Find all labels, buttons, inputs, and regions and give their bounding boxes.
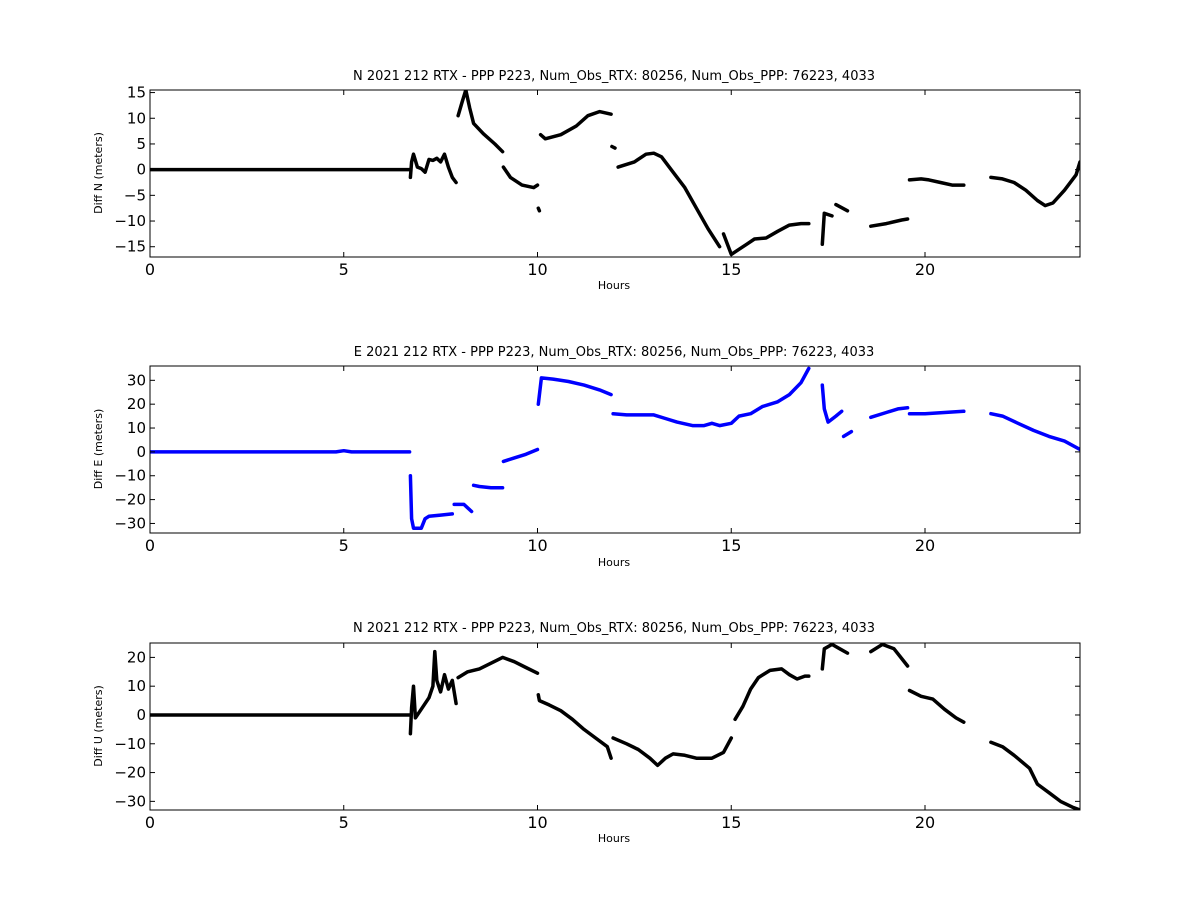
series-line-segment <box>536 206 542 213</box>
x-tick-label: 15 <box>721 813 741 832</box>
y-tick-label: 10 <box>127 677 146 695</box>
y-tick-label: −10 <box>114 212 146 230</box>
x-tick-label: 0 <box>145 813 155 832</box>
axes-frame <box>149 89 1081 258</box>
series-line-segment <box>820 383 844 424</box>
y-tick-label: 10 <box>127 419 146 437</box>
series-line-segment <box>501 447 540 464</box>
y-tick-label: −20 <box>114 764 146 782</box>
x-tick-label: 15 <box>721 260 741 279</box>
series-line-segment <box>471 483 505 490</box>
x-axis-label: Hours <box>598 279 630 292</box>
x-tick-label: 0 <box>145 260 155 279</box>
axes-frame <box>149 642 1081 811</box>
data-area <box>150 366 1080 530</box>
series-line-segment <box>536 376 613 406</box>
x-tick-label: 5 <box>339 536 349 555</box>
series-line-segment <box>611 366 811 428</box>
series-line-segment <box>536 693 613 760</box>
u-difference-panel: N 2021 212 RTX - PPP P223, Num_Obs_RTX: … <box>92 621 1081 845</box>
series-line-segment <box>733 667 811 722</box>
e-difference-panel: E 2021 212 RTX - PPP P223, Num_Obs_RTX: … <box>92 345 1081 569</box>
series-line-segment <box>989 411 1080 452</box>
y-tick-label: 30 <box>127 371 146 389</box>
x-tick-label: 5 <box>339 813 349 832</box>
y-tick-label: 0 <box>136 161 146 179</box>
series-line-segment <box>869 406 910 420</box>
y-tick-label: 0 <box>136 706 146 724</box>
y-tick-label: −10 <box>114 735 146 753</box>
series-line-segment <box>989 740 1080 810</box>
series-line-segment <box>452 502 474 514</box>
y-tick-label: 10 <box>127 109 146 127</box>
series-line-segment <box>834 202 850 213</box>
x-tick-label: 20 <box>915 813 935 832</box>
y-axis-label: Diff E (meters) <box>92 409 105 489</box>
series-line-segment <box>820 643 850 671</box>
panel-title: E 2021 212 RTX - PPP P223, Num_Obs_RTX: … <box>354 345 875 360</box>
series-line-segment <box>408 649 458 736</box>
series-line-segment <box>841 429 854 439</box>
x-tick-label: 10 <box>527 813 547 832</box>
y-tick-label: −30 <box>114 514 146 532</box>
panel-title: N 2021 212 RTX - PPP P223, Num_Obs_RTX: … <box>353 621 875 636</box>
series-line-segment <box>721 221 811 257</box>
y-tick-label: −20 <box>114 491 146 509</box>
x-tick-label: 10 <box>527 260 547 279</box>
x-tick-label: 10 <box>527 536 547 555</box>
series-line-segment <box>907 409 966 416</box>
y-tick-label: 20 <box>127 648 146 666</box>
n-difference-panel: N 2021 212 RTX - PPP P223, Num_Obs_RTX: … <box>92 69 1081 292</box>
y-tick-label: −15 <box>114 238 146 256</box>
x-tick-label: 0 <box>145 536 155 555</box>
axes-frame <box>149 365 1081 534</box>
series-line-segment <box>456 90 505 154</box>
x-tick-label: 20 <box>915 536 935 555</box>
series-line-segment <box>538 109 613 141</box>
x-axis-label: Hours <box>598 832 630 845</box>
y-tick-label: 5 <box>136 135 146 153</box>
series-line-segment <box>610 144 617 150</box>
data-area <box>150 90 1080 257</box>
series-line-segment <box>408 473 455 530</box>
series-line-segment <box>907 688 966 724</box>
y-tick-label: 0 <box>136 443 146 461</box>
panel-title: N 2021 212 RTX - PPP P223, Num_Obs_RTX: … <box>353 69 875 84</box>
series-line-segment <box>869 643 910 668</box>
series-line-segment <box>150 448 412 454</box>
series-line-segment <box>820 211 834 246</box>
series-line-segment <box>907 177 966 187</box>
series-line-segment <box>408 152 458 185</box>
series-line-segment <box>989 160 1080 208</box>
series-line-segment <box>869 217 910 228</box>
series-line-segment <box>616 151 722 249</box>
y-axis-label: Diff N (meters) <box>92 132 105 214</box>
y-tick-label: 15 <box>127 84 146 102</box>
x-axis-label: Hours <box>598 556 630 569</box>
y-tick-label: −5 <box>124 186 146 204</box>
x-tick-label: 20 <box>915 260 935 279</box>
y-tick-label: −30 <box>114 792 146 810</box>
x-tick-label: 5 <box>339 260 349 279</box>
data-area <box>150 643 1080 810</box>
series-line-segment <box>456 655 540 680</box>
series-line-segment <box>611 736 734 768</box>
x-tick-label: 15 <box>721 536 741 555</box>
series-line-segment <box>501 165 540 190</box>
y-tick-label: −10 <box>114 467 146 485</box>
y-axis-label: Diff U (meters) <box>92 685 105 767</box>
y-tick-label: 20 <box>127 395 146 413</box>
